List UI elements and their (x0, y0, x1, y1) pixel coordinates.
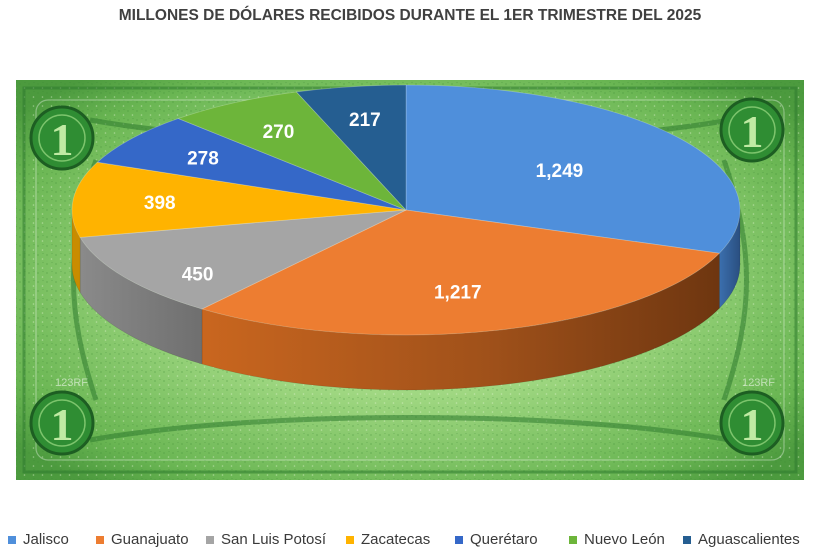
pie-labels: 1,249 1,217 450 398 278 270 217 (144, 110, 583, 303)
legend-label: Guanajuato (111, 531, 189, 548)
corner-seal-icon: 1 (29, 105, 95, 171)
pie-top (71, 84, 741, 336)
data-label: 217 (349, 110, 381, 131)
chart-title: MILLONES DE DÓLARES RECIBIDOS DURANTE EL… (118, 7, 702, 24)
legend-item-zacatecas: Zacatecas (346, 531, 430, 548)
corner-seal-icon: 1 (719, 97, 785, 163)
legend: Jalisco Guanajuato San Luis Potosí Zacateca… (0, 531, 820, 555)
legend-label: Nuevo León (584, 531, 665, 548)
legend-item-queretaro: Querétaro (455, 531, 538, 548)
legend-item-aguascalientes: Aguascalientes (683, 531, 800, 548)
pie-slice-guanajuato (200, 209, 721, 336)
legend-swatch (96, 535, 104, 544)
data-label: 450 (182, 265, 214, 286)
data-label: 270 (263, 122, 295, 143)
legend-label: Jalisco (23, 531, 69, 548)
legend-label: Aguascalientes (698, 531, 800, 548)
legend-swatch (455, 535, 463, 544)
legend-swatch (683, 535, 691, 544)
data-label: 1,249 (536, 161, 584, 182)
legend-label: Zacatecas (361, 531, 431, 548)
pie-slice-jalisco (405, 84, 741, 254)
watermark: 123RF (742, 377, 775, 389)
legend-swatch (569, 535, 577, 544)
legend-item-jalisco: Jalisco (8, 531, 69, 548)
pie-slice-nuevo-leon (177, 91, 407, 211)
legend-label: Querétaro (470, 531, 538, 548)
corner-seal-icon: 1 (29, 390, 95, 456)
pie-slice-aguascalientes (295, 84, 407, 212)
pie-slice-zacatecas (71, 161, 407, 238)
corner-seal-icon: 1 (719, 390, 785, 456)
legend-item-nuevo-leon: Nuevo León (569, 531, 665, 548)
data-label: 278 (187, 148, 219, 169)
svg-text:1: 1 (741, 106, 764, 157)
pie-sides (71, 209, 741, 391)
svg-text:1: 1 (51, 399, 74, 450)
legend-swatch (206, 535, 214, 544)
watermark: 123RF (55, 377, 88, 389)
legend-item-guanajuato: Guanajuato (96, 531, 189, 548)
legend-swatch (346, 535, 354, 544)
data-label: 398 (144, 193, 176, 214)
pie-slice-queretaro (96, 118, 407, 211)
legend-label: San Luis Potosí (221, 531, 327, 548)
svg-text:1: 1 (741, 399, 764, 450)
legend-swatch (8, 535, 16, 544)
data-label: 1,217 (434, 282, 482, 303)
legend-item-san-luis-potosi: San Luis Potosí (206, 531, 326, 548)
pie-slice-san-luis-potosi (79, 209, 407, 310)
svg-text:1: 1 (51, 114, 74, 165)
